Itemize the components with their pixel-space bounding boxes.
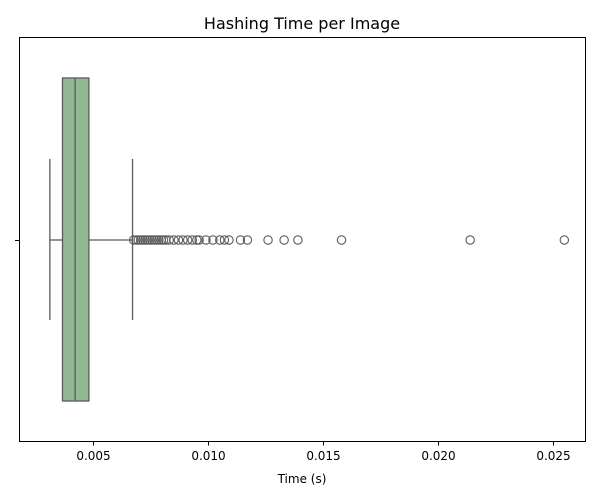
x-tick-label: 0.005 <box>76 449 110 463</box>
plot-area <box>49 77 570 402</box>
outlier-point <box>187 235 198 245</box>
outlier-point <box>169 235 179 245</box>
outlier-point <box>201 235 211 245</box>
outlier-point <box>178 235 188 245</box>
outlier-point <box>219 235 230 245</box>
outlier-point <box>164 235 175 245</box>
x-tick-label: 0.025 <box>536 449 570 463</box>
outlier-point <box>465 235 475 245</box>
outlier-point <box>135 235 146 245</box>
x-tick-label: 0.020 <box>421 449 455 463</box>
outlier-point <box>192 235 202 245</box>
outlier-point <box>138 235 148 245</box>
outlier-point <box>194 235 204 245</box>
outlier-point <box>208 235 218 245</box>
x-tick-label: 0.010 <box>191 449 225 463</box>
outlier-point <box>142 235 153 245</box>
x-axis-label: Time (s) <box>277 472 327 486</box>
outlier-point <box>158 235 169 245</box>
outlier-point <box>293 235 303 245</box>
outlier-point <box>151 235 162 245</box>
outlier-point <box>279 235 289 245</box>
outlier-point <box>235 235 246 245</box>
outlier-point <box>128 235 139 245</box>
outlier-point <box>140 235 150 245</box>
outlier-point <box>131 235 141 245</box>
outlier-point <box>182 235 193 245</box>
outlier-point <box>242 235 253 245</box>
outlier-point <box>154 235 164 245</box>
plot-frame <box>19 37 586 442</box>
x-axis: 0.005 0.010 0.015 0.020 0.025 <box>76 441 571 463</box>
x-tick-label: 0.015 <box>306 449 340 463</box>
outlier-point <box>224 235 234 245</box>
outlier-point <box>149 235 160 245</box>
chart-title: Hashing Time per Image <box>204 14 400 33</box>
outlier-point <box>263 235 273 245</box>
outlier-point <box>336 235 347 245</box>
outlier-point <box>559 235 570 245</box>
outlier-point <box>215 235 225 245</box>
outlier-point <box>173 235 184 245</box>
outlier-point <box>133 235 144 245</box>
outlier-point <box>147 235 157 245</box>
outlier-point <box>145 235 155 245</box>
